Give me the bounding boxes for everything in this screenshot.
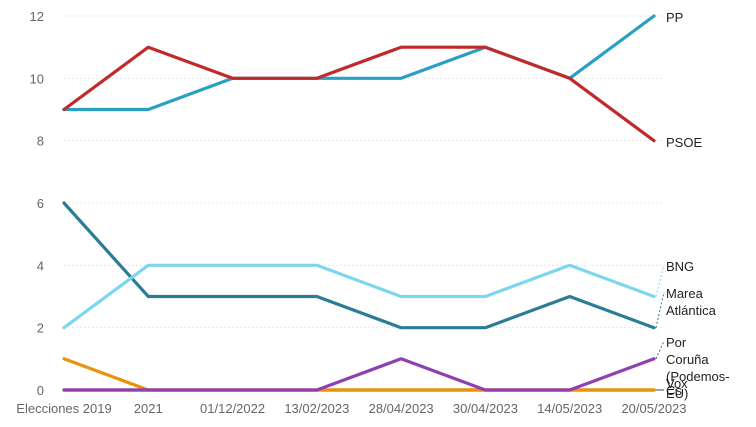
series-line <box>62 201 656 330</box>
label-leader-line <box>655 291 665 328</box>
x-tick-label: 28/04/2023 <box>369 401 434 416</box>
y-tick-label: 10 <box>30 71 44 86</box>
series-lines <box>62 14 656 392</box>
x-tick-label: Elecciones 2019 <box>16 401 111 416</box>
series-labels: PP PSOE BNG Marea Atlántica Por Coruña (Podemos… <box>655 10 730 401</box>
y-tick-label: 12 <box>30 9 44 24</box>
series-label: Marea Atlántica <box>666 286 717 318</box>
x-tick-label: 01/12/2022 <box>200 401 265 416</box>
series-label: Cs <box>666 383 682 398</box>
series-line <box>62 45 656 143</box>
series-label: Por Coruña (Podemos-EU) <box>666 335 730 401</box>
x-tick-label: 20/05/2023 <box>621 401 686 416</box>
series-label: Vox <box>666 376 688 391</box>
series-label: PP <box>666 10 683 25</box>
gridlines <box>64 15 664 391</box>
y-tick-label: 2 <box>37 321 44 336</box>
label-leader-line <box>655 264 665 297</box>
y-tick-label: 0 <box>37 383 44 398</box>
y-tick-label: 8 <box>37 134 44 149</box>
x-tick-label: 14/05/2023 <box>537 401 602 416</box>
x-tick-label: 13/02/2023 <box>284 401 349 416</box>
x-tick-label: 30/04/2023 <box>453 401 518 416</box>
series-line <box>62 357 656 392</box>
series-line <box>62 263 656 330</box>
y-tick-label: 4 <box>37 258 44 273</box>
label-leader-line <box>655 340 665 360</box>
series-label: PSOE <box>666 135 702 150</box>
series-label: BNG <box>666 259 694 274</box>
y-tick-label: 6 <box>37 196 44 211</box>
y-axis-ticks: 0 2 4 6 8 10 12 <box>30 9 44 398</box>
x-tick-label: 2021 <box>134 401 163 416</box>
x-axis-ticks: Elecciones 2019 2021 01/12/2022 13/02/2023 2… <box>16 401 686 416</box>
